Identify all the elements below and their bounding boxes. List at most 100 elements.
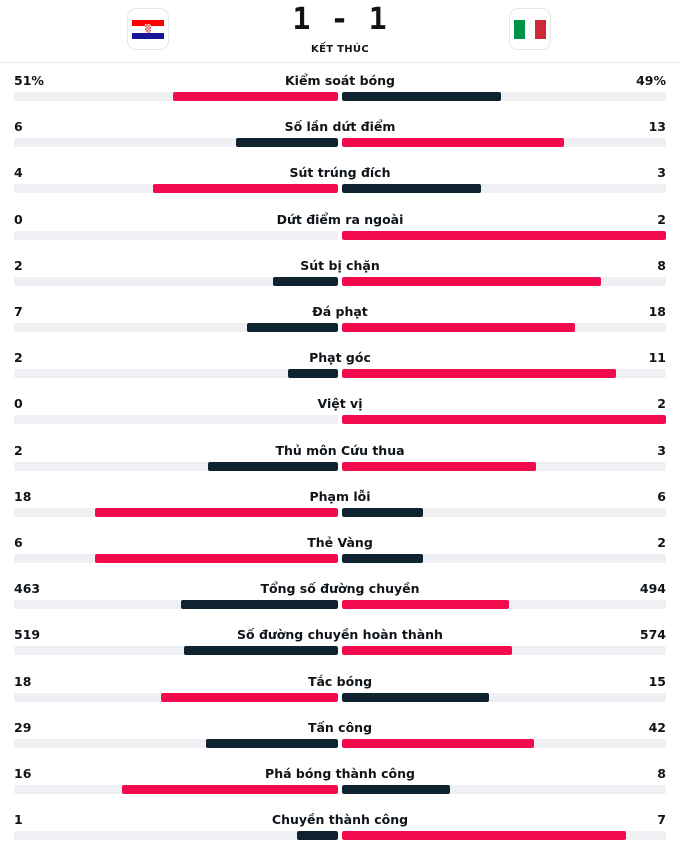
home-stat-bar-track: [14, 785, 338, 794]
home-stat-value: 18: [14, 488, 32, 504]
home-stat-bar-track: [14, 738, 338, 748]
away-stat-bar-track: [342, 461, 666, 471]
home-stat-bar-track: [14, 92, 338, 101]
away-stat-bar-track: [342, 554, 666, 563]
away-stat-bar: [342, 276, 601, 286]
stat-row: 7 Đá phạt 18: [0, 295, 680, 341]
stat-label: Thẻ Vàng: [307, 535, 373, 550]
home-stat-bar: [236, 138, 338, 148]
home-stat-bar-track: [14, 461, 338, 471]
home-stat-value: 16: [14, 766, 32, 781]
stat-label: Dứt điểm ra ngoài: [276, 211, 404, 227]
stat-row: 0 Việt vị 2: [0, 387, 680, 433]
away-stat-bar-track: [342, 507, 666, 517]
stat-label: Phá bóng thành công: [265, 766, 415, 781]
home-stat-bar-track: [14, 507, 338, 517]
home-stat-bar: [247, 323, 338, 332]
away-stat-bar: [342, 184, 481, 194]
stat-row: 6 Số lần dứt điểm 13: [0, 110, 680, 156]
home-stat-value: 51%: [14, 73, 44, 88]
away-stat-value: 2: [657, 211, 666, 227]
home-stat-bar: [297, 831, 338, 841]
stat-row: 18 Phạm lỗi 6: [0, 480, 680, 526]
away-stat-bar-track: [342, 92, 666, 101]
home-stat-bar: [206, 738, 338, 748]
away-stat-bar-track: [342, 600, 666, 610]
away-stat-bar: [342, 138, 564, 148]
away-stat-bar-track: [342, 276, 666, 286]
away-stat-value: 3: [657, 442, 666, 458]
match-status: KẾT THÚC: [311, 44, 369, 55]
home-stat-value: 463: [14, 581, 41, 597]
stat-row: 29 Tấn công 42: [0, 711, 680, 757]
away-stat-bar: [342, 230, 666, 240]
stat-label: Việt vị: [317, 396, 363, 412]
away-stat-bar: [342, 461, 536, 471]
stat-row: 2 Thủ môn Cứu thua 3: [0, 434, 680, 480]
away-stat-bar-track: [342, 831, 666, 841]
away-stat-bar-track: [342, 184, 666, 194]
home-stat-bar: [288, 369, 338, 379]
home-stat-bar-track: [14, 369, 338, 379]
away-stat-bar: [342, 507, 423, 517]
home-stat-value: 2: [14, 442, 23, 458]
away-stat-bar: [342, 831, 626, 841]
home-stat-value: 6: [14, 119, 23, 135]
away-stat-bar: [342, 323, 575, 332]
stat-row: 2 Sút bị chặn 8: [0, 249, 680, 295]
home-stat-bar: [184, 646, 338, 656]
stat-label: Tắc bóng: [307, 673, 373, 689]
away-stat-bar: [342, 92, 501, 101]
stat-row: 6 Thẻ Vàng 2: [0, 526, 680, 572]
home-team-badge[interactable]: [128, 9, 168, 49]
away-stat-bar: [342, 600, 509, 610]
home-stat-bar: [181, 600, 338, 610]
stat-label: Đá phạt: [312, 304, 368, 319]
stat-label: Tấn công: [307, 719, 373, 735]
match-score: 1 - 1: [292, 2, 388, 37]
home-stat-bar-track: [14, 831, 338, 841]
home-stat-bar-track: [14, 276, 338, 286]
stat-label: Thủ môn Cứu thua: [275, 442, 405, 458]
stat-row: 2 Phạt góc 11: [0, 341, 680, 387]
away-stat-value: 11: [648, 350, 666, 366]
away-stat-bar: [342, 785, 450, 794]
away-stat-value: 49%: [636, 73, 666, 88]
away-stat-value: 8: [657, 766, 666, 781]
stat-row: 519 Số đường chuyền hoàn thành 574: [0, 618, 680, 664]
away-stat-value: 7: [657, 812, 666, 828]
away-stat-bar-track: [342, 692, 666, 702]
home-stat-bar-track: [14, 600, 338, 610]
match-header: 1 - 1 KẾT THÚC: [0, 0, 680, 63]
away-stat-value: 13: [648, 119, 666, 135]
away-stat-bar: [342, 646, 512, 656]
croatia-flag-icon: [132, 20, 164, 39]
away-stat-bar-track: [342, 369, 666, 379]
stat-label: Sút trúng đích: [289, 165, 391, 181]
away-team-badge[interactable]: [510, 9, 550, 49]
away-stat-bar-track: [342, 415, 666, 425]
home-stat-bar: [273, 276, 338, 286]
italy-flag-icon: [514, 20, 546, 39]
stat-row: 51% Kiểm soát bóng 49%: [0, 64, 680, 110]
stat-label: Phạm lỗi: [309, 488, 371, 504]
home-stat-bar: [208, 461, 338, 471]
away-stat-bar-track: [342, 646, 666, 656]
home-stat-bar-track: [14, 692, 338, 702]
away-stat-value: 18: [648, 304, 666, 319]
home-stat-bar: [95, 507, 338, 517]
away-stat-bar: [342, 738, 534, 748]
home-stat-bar: [161, 692, 338, 702]
away-stat-value: 2: [657, 535, 666, 550]
home-stat-value: 2: [14, 350, 23, 366]
away-stat-value: 8: [657, 257, 666, 273]
away-stat-bar: [342, 692, 489, 702]
stat-label: Số lần dứt điểm: [284, 119, 396, 135]
stat-label: Kiểm soát bóng: [285, 73, 395, 88]
stat-label: Phạt góc: [309, 350, 371, 366]
home-stat-value: 1: [14, 812, 23, 828]
home-stat-value: 7: [14, 304, 23, 319]
away-stat-bar-track: [342, 230, 666, 240]
home-stat-bar: [153, 184, 338, 194]
home-stat-bar: [95, 554, 338, 563]
